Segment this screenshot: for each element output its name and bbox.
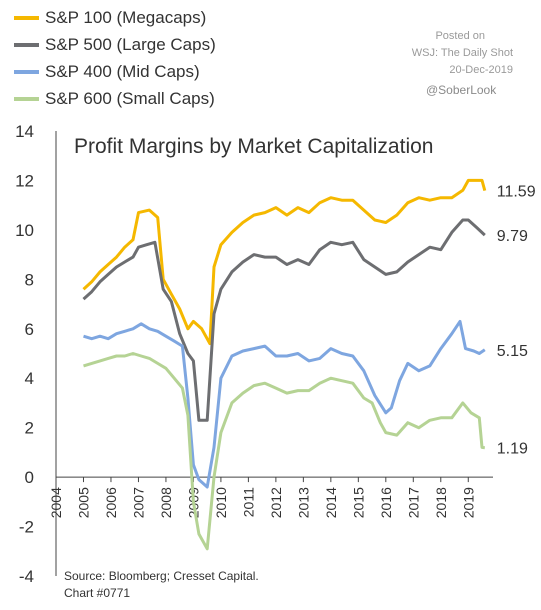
y-tick-label: -2	[19, 518, 34, 537]
posted-date: 20-Dec-2019	[449, 64, 513, 76]
x-tick-label: 2015	[350, 487, 366, 518]
series-line-1	[82, 218, 486, 422]
y-tick-label: -4	[19, 567, 34, 586]
x-tick-label: 2007	[130, 487, 146, 518]
legend-swatch-sp600	[14, 96, 39, 101]
legend-label-sp500: S&P 500 (Large Caps)	[45, 34, 216, 54]
series-line-0	[82, 178, 487, 346]
end-value-label: 5.15	[497, 343, 528, 360]
y-tick-label: 6	[25, 320, 34, 339]
legend-item-sp400: S&P 400 (Mid Caps)	[14, 58, 216, 85]
chart-number: Chart #0771	[64, 586, 131, 600]
legend-swatch-sp400	[14, 69, 39, 74]
y-tick-label: 14	[15, 122, 34, 141]
x-tick-label: 2004	[48, 487, 64, 518]
legend-swatch-sp500	[14, 42, 39, 47]
x-tick-label: 2012	[268, 487, 284, 518]
legend-label-sp400: S&P 400 (Mid Caps)	[45, 61, 200, 81]
end-value-label: 1.19	[497, 441, 528, 458]
y-tick-label: 0	[25, 468, 34, 487]
x-tick-label: 2017	[405, 487, 421, 518]
end-value-label: 9.79	[497, 228, 528, 245]
posted-note: Posted on WSJ: The Daily Shot 20-Dec-201…	[412, 28, 513, 79]
y-tick-label: 10	[15, 221, 34, 240]
y-tick-label: 2	[25, 419, 34, 438]
y-tick-label: 4	[25, 369, 34, 388]
chart-title: Profit Margins by Market Capitalization	[74, 135, 434, 158]
series-lines	[82, 178, 487, 551]
twitter-handle: @SoberLook	[426, 83, 497, 97]
legend-item-sp600: S&P 600 (Small Caps)	[14, 85, 216, 112]
x-tick-label: 2005	[75, 487, 91, 518]
series-line-2	[83, 319, 486, 489]
y-tick-label: 12	[15, 171, 34, 190]
legend-item-sp100: S&P 100 (Megacaps)	[14, 4, 216, 31]
x-tick-label: 2008	[158, 487, 174, 518]
x-tick-label: 2006	[103, 487, 119, 518]
legend-item-sp500: S&P 500 (Large Caps)	[14, 31, 216, 58]
end-value-label: 11.59	[497, 184, 536, 201]
posted-line-1: Posted on	[435, 30, 485, 42]
chart-source: Source: Bloomberg; Cresset Capital. Char…	[64, 568, 259, 602]
x-tick-label: 2019	[460, 487, 476, 518]
legend-swatch-sp100	[14, 15, 39, 20]
x-tick-label: 2011	[240, 487, 256, 517]
x-tick-label: 2016	[378, 487, 394, 518]
x-tick-label: 2014	[323, 487, 339, 518]
y-tick-label: 8	[25, 270, 34, 289]
end-labels: 11.59 9.79 5.15 1.19	[497, 184, 536, 458]
source-line: Source: Bloomberg; Cresset Capital.	[64, 569, 259, 583]
x-tick-label: 2010	[213, 487, 229, 518]
x-tick-label: 2013	[295, 487, 311, 518]
posted-line-2: WSJ: The Daily Shot	[411, 47, 513, 59]
chart-legend: S&P 100 (Megacaps) S&P 500 (Large Caps) …	[14, 4, 216, 112]
x-tick-label: 2018	[433, 487, 449, 518]
series-line-3	[83, 352, 485, 551]
legend-label-sp600: S&P 600 (Small Caps)	[45, 88, 215, 108]
legend-label-sp100: S&P 100 (Megacaps)	[45, 7, 207, 27]
